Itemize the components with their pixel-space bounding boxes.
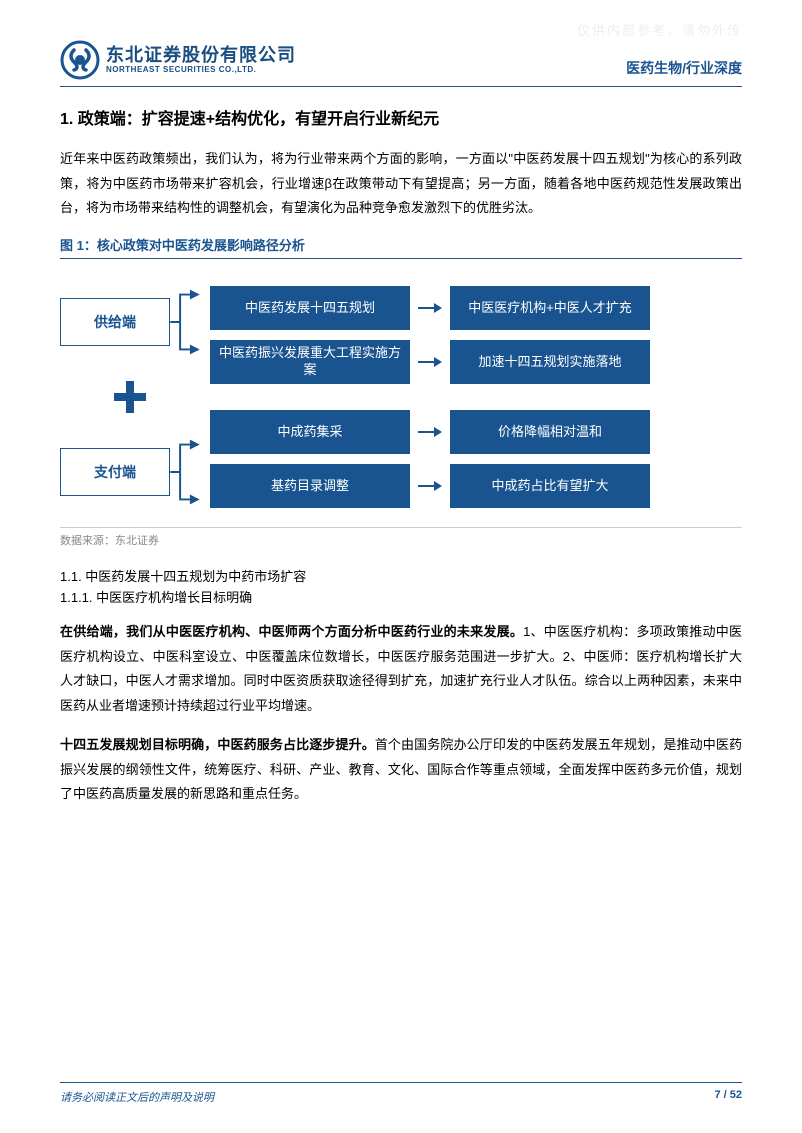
figure-title: 图 1：核心政策对中医药发展影响路径分析	[60, 235, 742, 259]
flow-source-box-payment: 支付端	[60, 448, 170, 496]
arrow-icon	[418, 427, 442, 437]
arrow-icon	[418, 481, 442, 491]
subsection-heading-1-1-1: 1.1.1. 中医医疗机构增长目标明确	[60, 587, 742, 606]
subsection-heading-1-1: 1.1. 中医药发展十四五规划为中药市场扩容	[60, 566, 742, 585]
plus-icon	[110, 377, 150, 417]
page-header: 东北证券股份有限公司 NORTHEAST SECURITIES CO.,LTD.…	[60, 40, 742, 87]
header-category: 医药生物/行业深度	[626, 58, 742, 80]
fork-arrow-icon	[170, 273, 200, 371]
page-footer: 请务必阅读正文后的声明及说明 7 / 52	[60, 1082, 742, 1105]
flow-row: 中成药集采 价格降幅相对温和	[210, 410, 650, 454]
company-logo-icon	[60, 40, 100, 80]
flow-mid-box: 基药目录调整	[210, 464, 410, 508]
paragraph-plan-bold: 十四五发展规划目标明确，中医药服务占比逐步提升。	[60, 737, 375, 752]
flow-end-box: 价格降幅相对温和	[450, 410, 650, 454]
paragraph-supply: 在供给端，我们从中医医疗机构、中医师两个方面分析中医药行业的未来发展。1、中医医…	[60, 620, 742, 719]
flow-mid-box: 中医药振兴发展重大工程实施方案	[210, 340, 410, 384]
logo-block: 东北证券股份有限公司 NORTHEAST SECURITIES CO.,LTD.	[60, 40, 296, 80]
flow-mid-box: 中成药集采	[210, 410, 410, 454]
arrow-icon	[418, 303, 442, 313]
arrow-icon	[418, 357, 442, 367]
intro-paragraph: 近年来中医药政策频出，我们认为，将为行业带来两个方面的影响，一方面以"中医药发展…	[60, 147, 742, 221]
flow-end-box: 中医医疗机构+中医人才扩充	[450, 286, 650, 330]
page-number: 7 / 52	[714, 1089, 742, 1105]
flow-end-box: 加速十四五规划实施落地	[450, 340, 650, 384]
company-name-cn: 东北证券股份有限公司	[106, 46, 296, 66]
section-title: 1. 政策端：扩容提速+结构优化，有望开启行业新纪元	[60, 105, 742, 129]
paragraph-supply-bold: 在供给端，我们从中医医疗机构、中医师两个方面分析中医药行业的未来发展。	[60, 624, 523, 639]
footer-disclaimer: 请务必阅读正文后的声明及说明	[60, 1089, 214, 1105]
flow-source-box-supply: 供给端	[60, 298, 170, 346]
flow-row: 基药目录调整 中成药占比有望扩大	[210, 464, 650, 508]
flowchart-diagram: 供给端 支付端 中医药	[60, 273, 742, 521]
paragraph-plan: 十四五发展规划目标明确，中医药服务占比逐步提升。首个由国务院办公厅印发的中医药发…	[60, 733, 742, 807]
flow-row: 中医药振兴发展重大工程实施方案 加速十四五规划实施落地	[210, 340, 650, 384]
figure-data-source: 数据来源：东北证券	[60, 527, 742, 548]
fork-arrow-icon	[170, 423, 200, 521]
flow-end-box: 中成药占比有望扩大	[450, 464, 650, 508]
company-name-en: NORTHEAST SECURITIES CO.,LTD.	[106, 66, 296, 75]
watermark-text: 仅供内部参考，请勿外传	[577, 20, 742, 39]
flow-row: 中医药发展十四五规划 中医医疗机构+中医人才扩充	[210, 286, 650, 330]
flow-mid-box: 中医药发展十四五规划	[210, 286, 410, 330]
